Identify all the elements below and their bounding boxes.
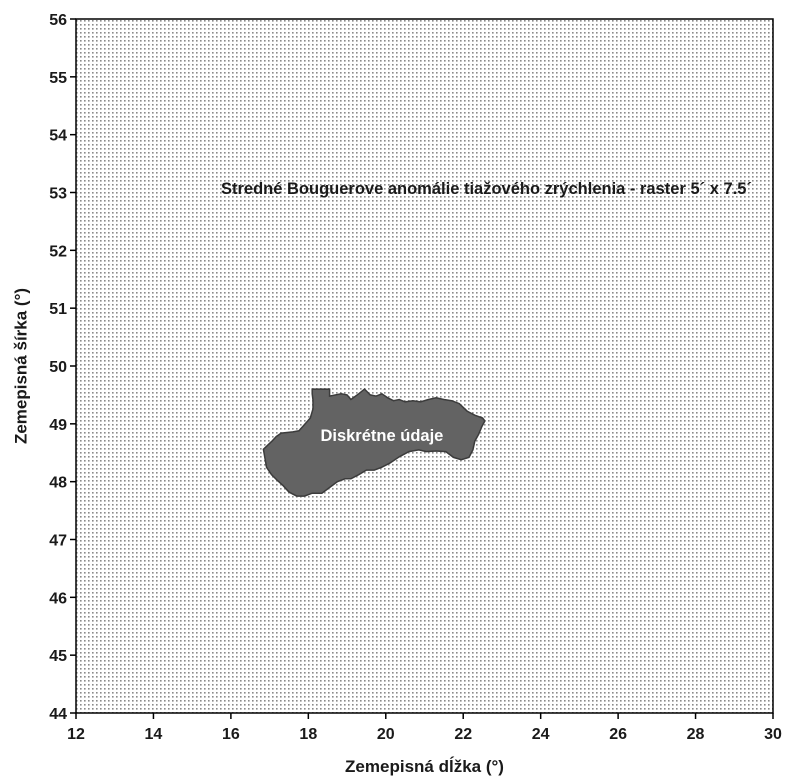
- x-tick-label: 20: [377, 726, 395, 743]
- y-tick-label: 49: [49, 417, 67, 434]
- y-tick-label: 45: [49, 648, 67, 665]
- y-tick-label: 47: [49, 533, 67, 550]
- x-tick-label: 30: [764, 726, 782, 743]
- x-tick-label: 14: [145, 726, 163, 743]
- y-tick-label: 56: [49, 12, 67, 29]
- y-axis-title: Zemepisná šírka (°): [11, 288, 30, 444]
- y-tick-label: 53: [49, 186, 67, 203]
- y-tick-label: 48: [49, 475, 67, 492]
- x-axis-title: Zemepisná dĺžka (°): [345, 756, 504, 776]
- x-tick-label: 18: [299, 726, 317, 743]
- y-tick-label: 44: [49, 706, 67, 723]
- x-tick-label: 26: [609, 726, 627, 743]
- y-tick-label: 51: [49, 301, 67, 318]
- slovakia-region: [262, 388, 486, 497]
- region-annotation: Diskrétne údaje: [320, 427, 443, 445]
- axis-ticks: 12 14 16 18 20 22 24 26 28 30 44 45 46 47 48 49 50 51 52 53…: [49, 12, 782, 743]
- x-tick-label: 22: [454, 726, 472, 743]
- x-tick-label: 16: [222, 726, 240, 743]
- y-tick-label: 52: [49, 243, 67, 260]
- x-tick-label: 28: [687, 726, 705, 743]
- y-tick-label: 55: [49, 70, 67, 87]
- raster-annotation: Stredné Bouguerove anomálie tiažového zr…: [221, 180, 752, 198]
- x-tick-label: 12: [67, 726, 85, 743]
- x-tick-label: 24: [532, 726, 550, 743]
- y-tick-label: 54: [49, 128, 67, 145]
- y-tick-label: 46: [49, 590, 67, 607]
- y-tick-label: 50: [49, 359, 67, 376]
- raster-background: [76, 19, 773, 713]
